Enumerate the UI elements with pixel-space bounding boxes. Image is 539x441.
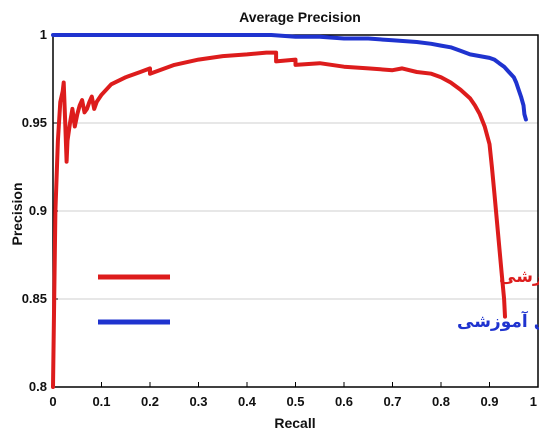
x-tick-label-7: 0.7 bbox=[383, 394, 401, 409]
series-line-without-transfer bbox=[51, 50, 507, 389]
legend-label-without-transfer: روش پیشنهادی بدون استفاده از انتقال آموز… bbox=[499, 265, 539, 287]
series-line-with-transfer bbox=[51, 33, 528, 122]
y-tick-labels: 0.8 0.85 0.9 0.95 1 bbox=[22, 27, 47, 394]
x-tick-label-3: 0.3 bbox=[189, 394, 207, 409]
legend-label-with-transfer: روش پیشنهادی با استفاده از انتقال آموزشی bbox=[457, 310, 539, 332]
y-axis-title: Precision bbox=[9, 182, 25, 245]
y-tick-label-2: 0.9 bbox=[29, 203, 47, 218]
x-tick-label-2: 0.2 bbox=[141, 394, 159, 409]
legend: روش پیشنهادی بدون استفاده از انتقال آموز… bbox=[98, 265, 539, 332]
x-tick-label-9: 0.9 bbox=[480, 394, 498, 409]
x-tick-label-1: 0.1 bbox=[92, 394, 110, 409]
x-tick-label-6: 0.6 bbox=[335, 394, 353, 409]
series-lines bbox=[51, 33, 528, 389]
x-tick-labels: 0 0.1 0.2 0.3 0.4 0.5 0.6 0.7 0.8 0.9 1 bbox=[49, 394, 537, 409]
chart-title: Average Precision bbox=[239, 9, 361, 25]
x-tick-label-4: 0.4 bbox=[238, 394, 257, 409]
y-tick-label-0: 0.8 bbox=[29, 379, 47, 394]
y-tick-label-1: 0.85 bbox=[22, 291, 47, 306]
x-tick-label-0: 0 bbox=[49, 394, 56, 409]
x-tick-label-8: 0.8 bbox=[432, 394, 450, 409]
x-tick-label-5: 0.5 bbox=[286, 394, 304, 409]
x-tick-label-10: 1 bbox=[530, 394, 537, 409]
x-axis-title: Recall bbox=[274, 415, 315, 431]
y-tick-label-4: 1 bbox=[40, 27, 47, 42]
y-tick-label-3: 0.95 bbox=[22, 115, 47, 130]
